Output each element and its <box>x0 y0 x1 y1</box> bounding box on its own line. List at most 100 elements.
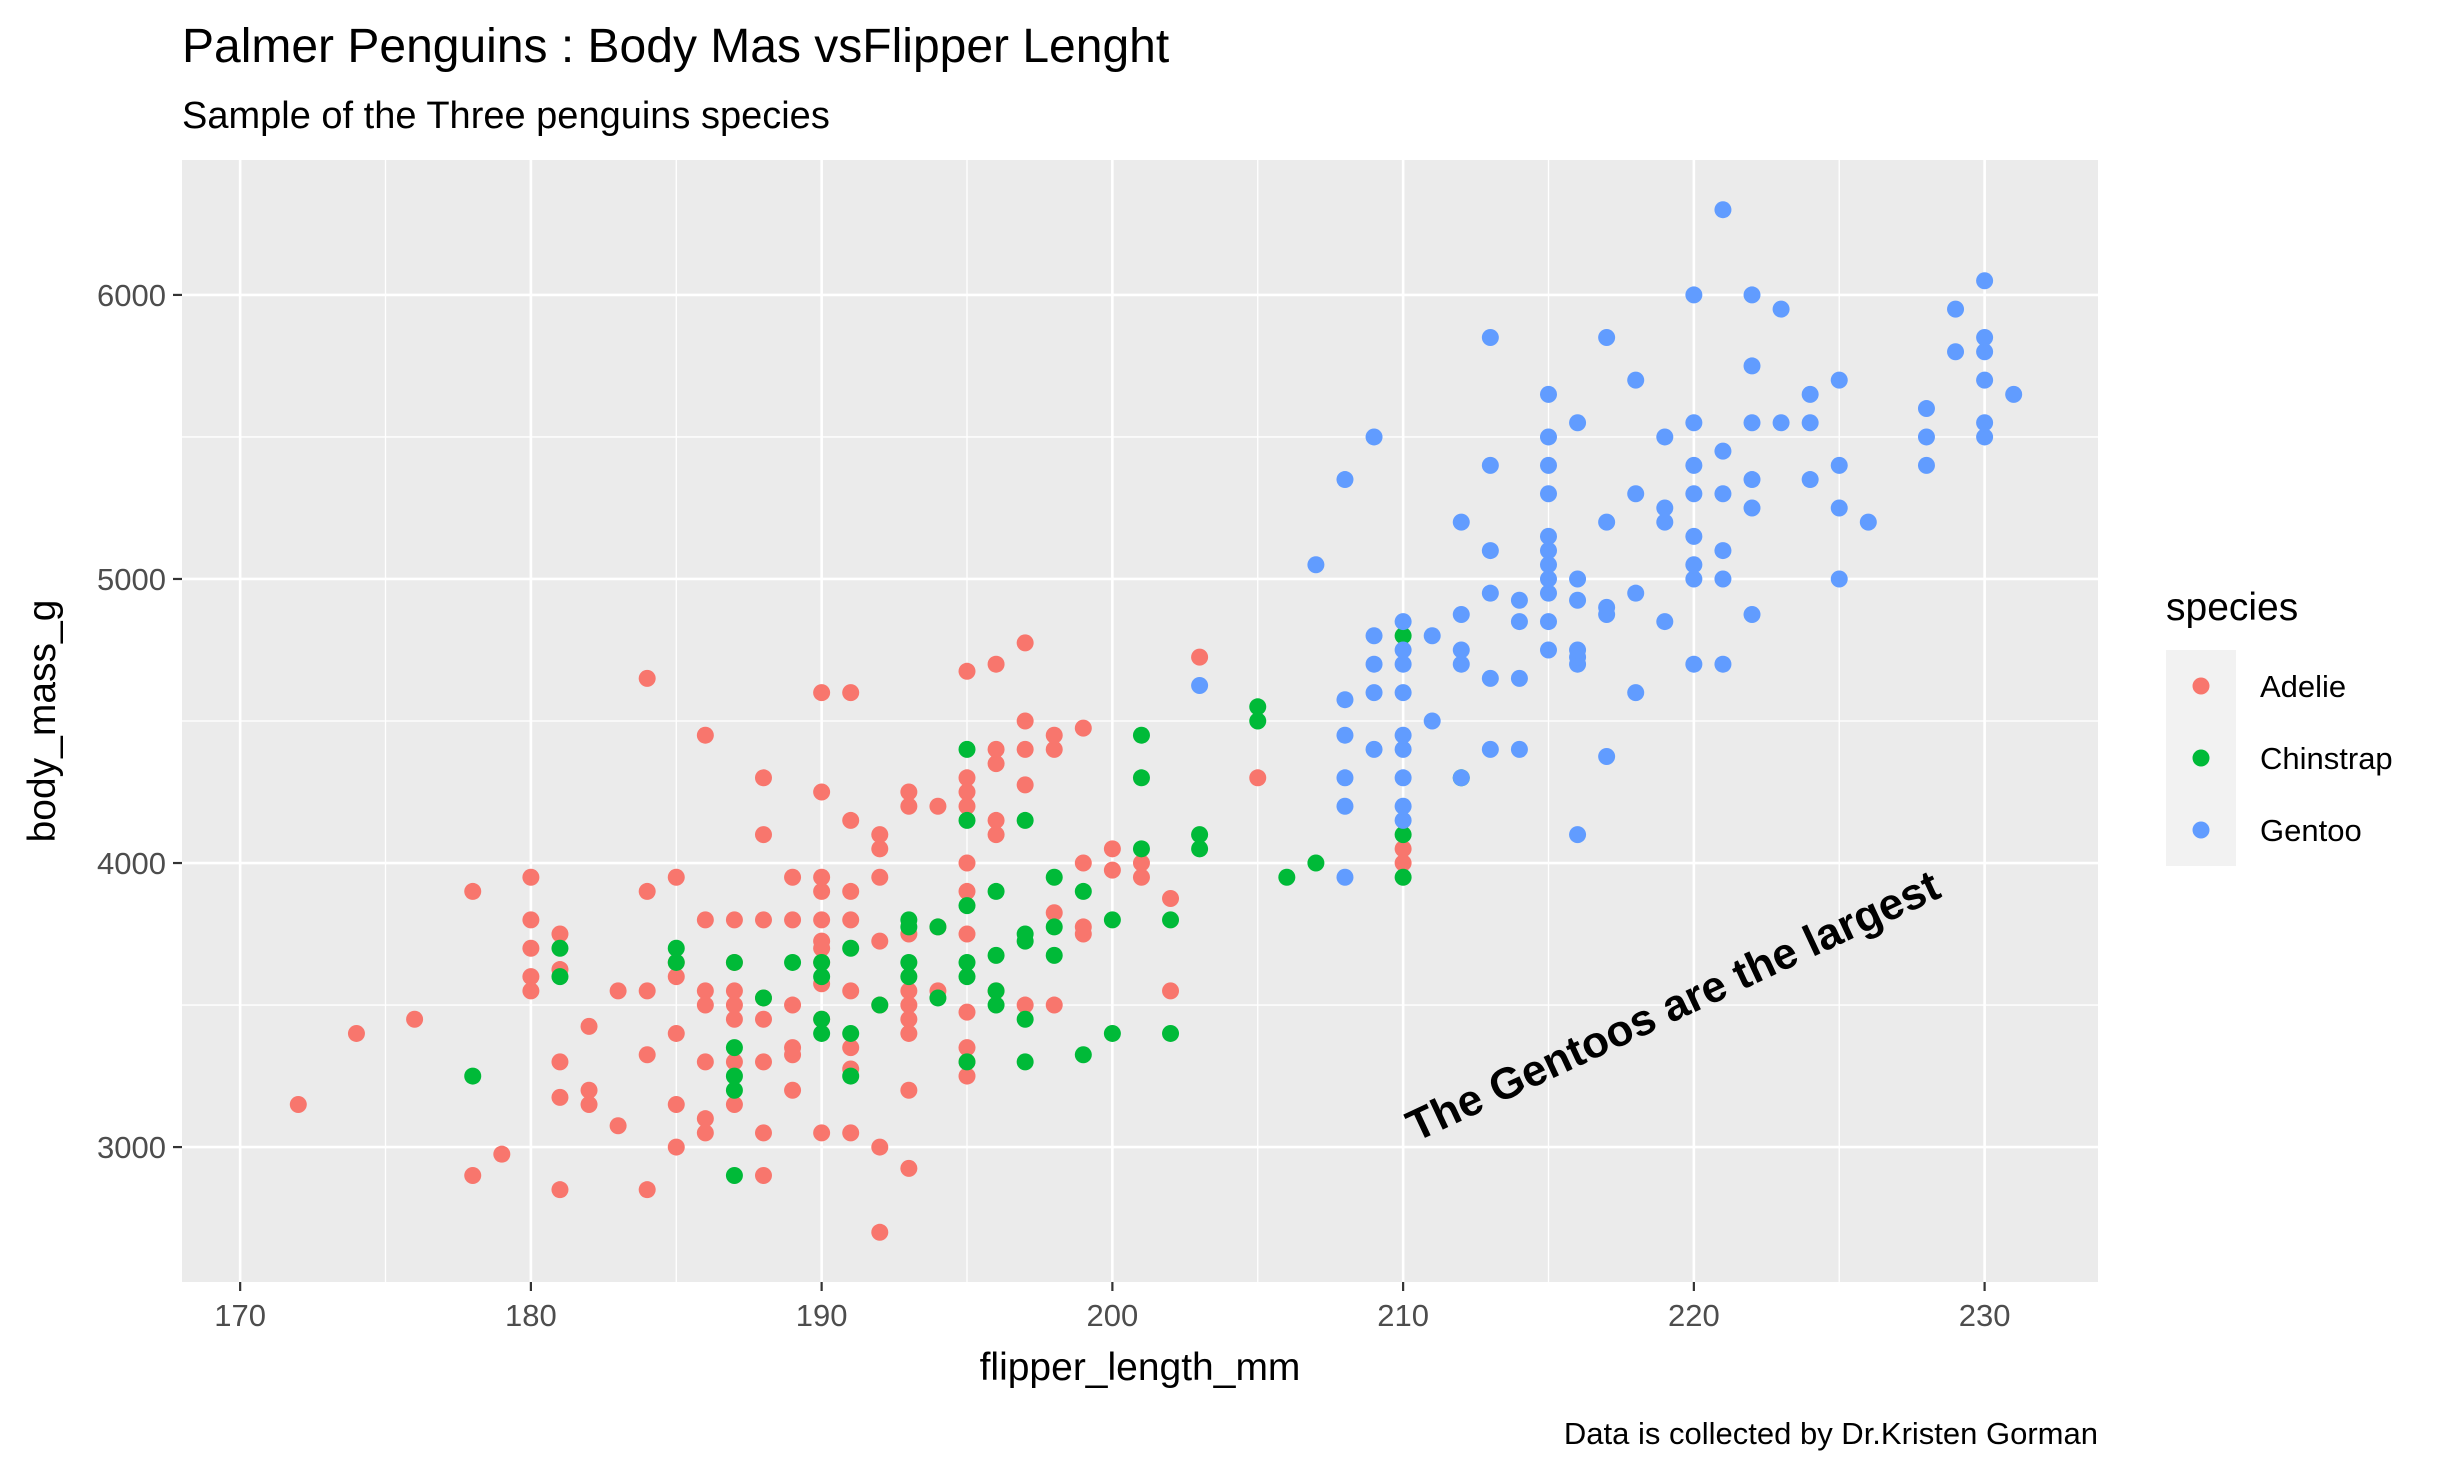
data-point-adelie <box>580 1017 598 1035</box>
data-point-gentoo <box>1539 570 1557 588</box>
data-point-gentoo <box>1976 329 1994 347</box>
data-point-gentoo <box>1976 371 1994 389</box>
data-point-gentoo <box>1510 669 1528 687</box>
data-point-adelie <box>813 868 831 886</box>
data-point-adelie <box>667 1138 685 1156</box>
data-point-gentoo <box>1743 471 1761 489</box>
data-point-adelie <box>958 854 976 872</box>
data-point-chinstrap <box>1394 826 1412 844</box>
data-point-gentoo <box>1481 542 1499 560</box>
data-point-adelie <box>871 1223 889 1241</box>
data-point-gentoo <box>1627 584 1645 602</box>
data-point-chinstrap <box>1016 1053 1034 1071</box>
data-point-gentoo <box>1365 627 1383 645</box>
data-point-chinstrap <box>1307 854 1325 872</box>
data-point-gentoo <box>1394 797 1412 815</box>
data-point-adelie <box>725 1095 743 1113</box>
data-point-gentoo <box>1539 385 1557 403</box>
data-point-chinstrap <box>1103 911 1121 929</box>
data-point-adelie <box>987 811 1005 829</box>
data-point-adelie <box>900 996 918 1014</box>
data-point-gentoo <box>1481 329 1499 347</box>
data-point-adelie <box>667 1095 685 1113</box>
data-point-gentoo <box>1510 740 1528 758</box>
data-point-adelie <box>1132 868 1150 886</box>
data-point-adelie <box>842 811 860 829</box>
legend-key-gentoo <box>2192 821 2210 839</box>
data-point-adelie <box>1045 904 1063 922</box>
chart-subtitle: Sample of the Three penguins species <box>182 95 830 137</box>
data-point-gentoo <box>1365 684 1383 702</box>
data-point-chinstrap <box>900 968 918 986</box>
data-point-adelie <box>1191 648 1209 666</box>
data-point-adelie <box>842 1124 860 1142</box>
data-point-adelie <box>580 1095 598 1113</box>
data-point-gentoo <box>1365 740 1383 758</box>
data-point-adelie <box>813 684 831 702</box>
data-point-gentoo <box>1510 613 1528 631</box>
data-point-gentoo <box>1394 684 1412 702</box>
data-point-gentoo <box>1714 542 1732 560</box>
data-point-chinstrap <box>1016 925 1034 943</box>
data-point-gentoo <box>1539 527 1557 545</box>
data-point-gentoo <box>2005 385 2023 403</box>
data-point-adelie <box>522 968 540 986</box>
data-point-adelie <box>900 1010 918 1028</box>
data-point-gentoo <box>1481 584 1499 602</box>
data-point-gentoo <box>1539 542 1557 560</box>
data-point-gentoo <box>1452 513 1470 531</box>
data-point-gentoo <box>1976 414 1994 432</box>
data-point-adelie <box>551 1088 569 1106</box>
data-point-adelie <box>1394 854 1412 872</box>
data-point-gentoo <box>1598 748 1616 766</box>
data-point-gentoo <box>1714 442 1732 460</box>
data-point-chinstrap <box>1016 811 1034 829</box>
data-point-adelie <box>900 1159 918 1177</box>
data-point-chinstrap <box>551 968 569 986</box>
data-point-gentoo <box>1656 613 1674 631</box>
data-point-chinstrap <box>754 989 772 1007</box>
data-point-adelie <box>493 1145 511 1163</box>
data-point-adelie <box>464 1166 482 1184</box>
data-point-chinstrap <box>551 939 569 957</box>
data-point-chinstrap <box>1045 918 1063 936</box>
data-point-chinstrap <box>813 1010 831 1028</box>
data-point-chinstrap <box>1016 1010 1034 1028</box>
y-tick-label: 5000 <box>97 562 166 597</box>
data-point-adelie <box>958 1003 976 1021</box>
data-point-gentoo <box>1685 570 1703 588</box>
data-point-gentoo <box>1569 641 1587 659</box>
data-point-chinstrap <box>813 968 831 986</box>
data-point-adelie <box>842 982 860 1000</box>
data-point-adelie <box>1132 854 1150 872</box>
data-point-adelie <box>696 726 714 744</box>
data-point-gentoo <box>1685 286 1703 304</box>
data-point-chinstrap <box>725 1039 743 1057</box>
data-point-adelie <box>638 1181 656 1199</box>
data-point-gentoo <box>1394 726 1412 744</box>
data-point-adelie <box>725 1010 743 1028</box>
data-point-gentoo <box>1917 456 1935 474</box>
data-point-adelie <box>871 826 889 844</box>
data-point-gentoo <box>1685 485 1703 503</box>
data-point-adelie <box>754 1010 772 1028</box>
data-point-gentoo <box>1452 641 1470 659</box>
data-point-gentoo <box>1830 570 1848 588</box>
data-point-adelie <box>1016 740 1034 758</box>
data-point-adelie <box>667 868 685 886</box>
data-point-chinstrap <box>958 953 976 971</box>
data-point-chinstrap <box>725 1081 743 1099</box>
data-point-adelie <box>958 797 976 815</box>
data-point-adelie <box>754 1053 772 1071</box>
data-point-adelie <box>725 1053 743 1071</box>
data-point-gentoo <box>1365 655 1383 673</box>
data-points <box>289 201 2023 1241</box>
data-point-adelie <box>900 783 918 801</box>
data-point-gentoo <box>1976 272 1994 290</box>
data-point-chinstrap <box>900 911 918 929</box>
data-point-adelie <box>1162 890 1180 908</box>
data-point-chinstrap <box>1132 840 1150 858</box>
data-point-gentoo <box>1336 691 1354 709</box>
data-point-chinstrap <box>958 897 976 915</box>
